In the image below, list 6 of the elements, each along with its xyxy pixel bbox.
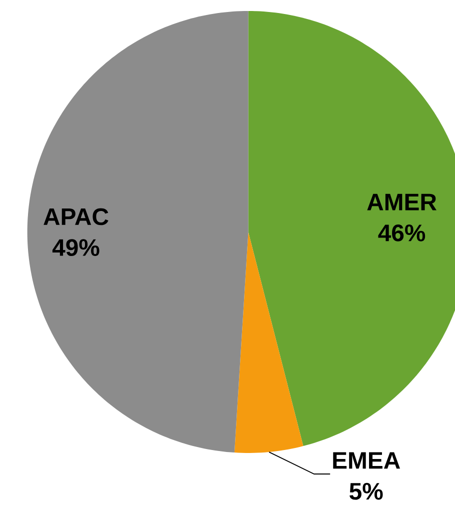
data-label: 46% — [378, 224, 425, 242]
slice-label: APAC — [43, 208, 108, 226]
data-label: 5% — [349, 482, 383, 500]
slice-label: EMEA — [333, 452, 400, 469]
slice-label: AMER — [367, 194, 436, 210]
data-label: 49% — [52, 239, 100, 256]
